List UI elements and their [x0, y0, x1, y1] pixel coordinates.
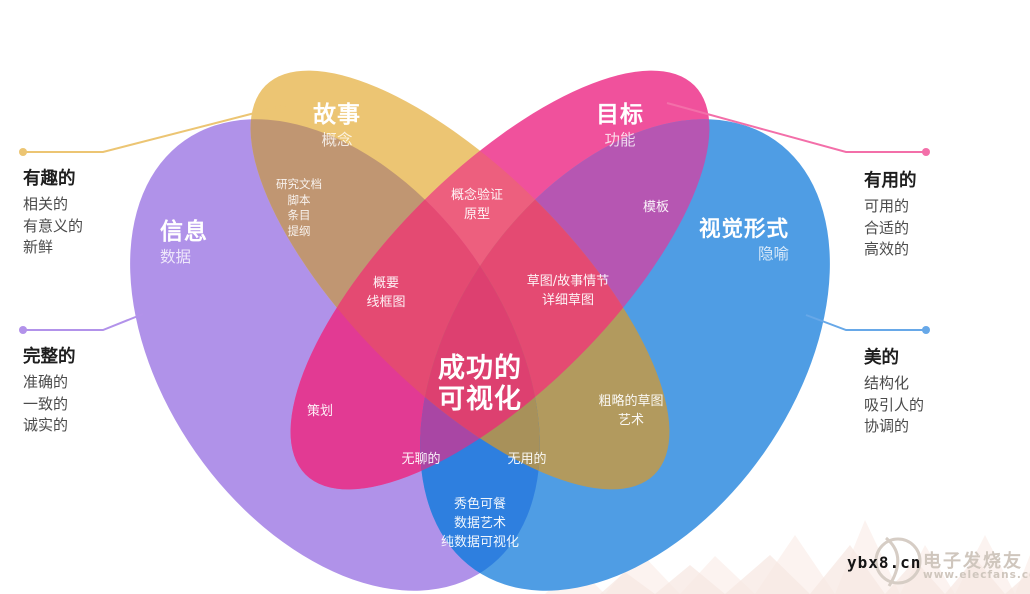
callout-title: 完整的	[23, 347, 76, 367]
callout-interesting: 有趣的 相关的 有意义的 新鲜	[23, 167, 83, 259]
region-line: 无聊的	[401, 452, 441, 467]
set-title-visual-form: 视觉形式	[698, 217, 789, 242]
region-line: 脚本	[287, 192, 311, 207]
set-subtitle-visual-form: 隐喻	[757, 245, 789, 263]
region-label-boring: 无聊的	[401, 450, 440, 469]
region-label-proof: 概念验证 原型	[451, 186, 503, 224]
region-line: 秀色可餐	[453, 497, 507, 512]
callout-item: 合适的	[864, 218, 910, 237]
callout-complete: 完整的 准确的 一致的 诚实的	[23, 345, 76, 437]
leader-line-interesting	[23, 104, 287, 153]
callout-item: 新鲜	[23, 238, 54, 256]
region-line: 条目	[287, 208, 311, 222]
callout-item: 吸引人的	[864, 395, 925, 414]
set-title-goal: 目标	[596, 102, 644, 128]
set-label-information: 信息 数据	[160, 219, 208, 268]
region-line: 纯数据可视化	[440, 535, 520, 550]
leader-line-useful	[666, 102, 926, 153]
leader-dot-interesting	[19, 148, 27, 156]
region-line: 草图/故事情节	[526, 274, 610, 289]
region-line: 概要	[372, 276, 400, 291]
region-line: 数据艺术	[453, 516, 507, 531]
set-title-information: 信息	[160, 219, 208, 245]
leader-line-beautiful	[805, 314, 926, 331]
callout-item: 可用的	[864, 197, 910, 215]
region-label-brief: 概要 线框图	[366, 274, 405, 312]
center-title: 成功的 可视化	[438, 353, 522, 415]
set-label-goal: 目标 功能	[596, 102, 644, 151]
set-title-story: 故事	[313, 102, 361, 128]
callout-item: 诚实的	[23, 416, 69, 434]
region-line: 线框图	[366, 295, 406, 310]
watermark-brand-text: 电子发烧友	[923, 551, 1023, 572]
region-line: 提纲	[287, 223, 311, 238]
callout-useful: 有用的 可用的 合适的 高效的	[864, 169, 917, 261]
set-label-visual-form: 视觉形式 隐喻	[699, 216, 789, 265]
region-label-storyboard: 草图/故事情节 详细草图	[527, 272, 609, 310]
region-line: 艺术	[617, 413, 645, 428]
region-line: 概念验证	[450, 188, 504, 203]
callout-item: 有意义的	[23, 216, 84, 235]
callout-item: 相关的	[23, 195, 69, 213]
elecfans-logo-icon	[874, 536, 922, 587]
callout-item: 高效的	[864, 240, 910, 258]
region-label-rough-sketch: 粗略的草图 艺术	[598, 392, 663, 430]
callout-title: 有用的	[864, 171, 917, 191]
watermark-site-text: ybx8.cn	[847, 553, 922, 572]
center-title-line: 成功的	[438, 353, 522, 384]
leader-line-complete	[23, 313, 144, 331]
set-subtitle-story: 概念	[321, 131, 353, 149]
region-label-research: 研究文档 脚本 条目 提纲	[276, 177, 322, 239]
region-label-eye-candy: 秀色可餐 数据艺术 纯数据可视化	[441, 495, 519, 552]
watermark-brand-url: www.elecfans.com	[923, 569, 1030, 581]
leader-dot-useful	[922, 148, 930, 156]
region-line: 研究文档	[276, 177, 322, 191]
region-line: 模板	[642, 200, 670, 215]
set-subtitle-goal: 功能	[604, 131, 636, 149]
region-line: 原型	[463, 207, 491, 222]
callout-title: 美的	[864, 348, 899, 368]
region-label-plan: 策划	[307, 402, 333, 421]
callout-item: 结构化	[864, 374, 910, 392]
callout-item: 协调的	[864, 417, 910, 435]
region-line: 详细草图	[541, 293, 595, 308]
leader-dot-beautiful	[922, 326, 930, 334]
leader-dot-complete	[19, 326, 27, 334]
callout-beautiful: 美的 结构化 吸引人的 协调的	[864, 346, 924, 438]
set-subtitle-information: 数据	[160, 248, 192, 266]
region-label-template: 模板	[643, 198, 669, 217]
region-line: 无用的	[507, 452, 547, 467]
callout-leader-lines	[19, 102, 930, 334]
region-line: 策划	[306, 404, 334, 419]
callout-item: 一致的	[23, 394, 69, 413]
callout-title: 有趣的	[23, 169, 76, 189]
set-label-story: 故事 概念	[313, 102, 361, 151]
center-title-line: 可视化	[438, 384, 522, 415]
background-watermark-mountains	[545, 520, 1030, 594]
region-line: 粗略的草图	[598, 394, 664, 409]
callout-item: 准确的	[23, 373, 69, 391]
region-label-useless: 无用的	[507, 450, 546, 469]
